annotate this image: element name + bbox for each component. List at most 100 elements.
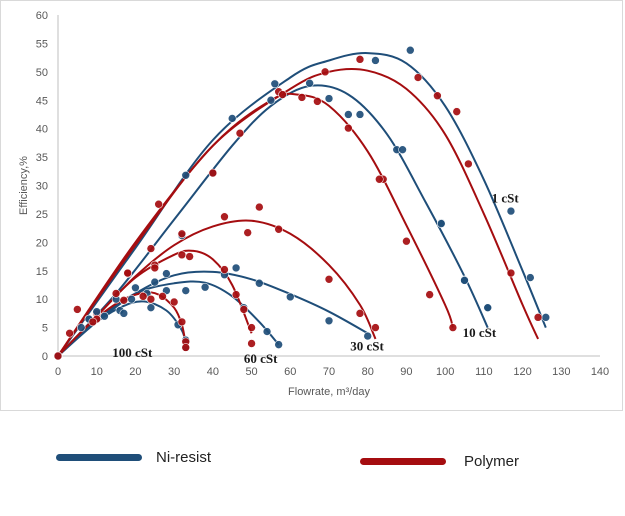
- data-point-polymer-30-cst: [220, 212, 229, 222]
- data-point-ni-resist-100-cst: [119, 309, 129, 318]
- data-point-polymer-100-cst: [119, 296, 129, 305]
- data-point-ni-resist-30-cst: [285, 292, 295, 302]
- x-tick-label: 40: [207, 366, 219, 378]
- data-point-polymer-10-cst: [402, 236, 411, 246]
- y-tick-label: 5: [42, 323, 48, 335]
- x-tick-label: 30: [168, 366, 180, 378]
- data-point-polymer-1-cst: [413, 73, 423, 82]
- data-point-polymer-10-cst: [448, 323, 458, 332]
- data-point-polymer-10-cst: [344, 123, 353, 133]
- data-point-polymer-1-cst: [355, 55, 365, 64]
- y-tick-label: 60: [36, 10, 48, 22]
- data-point-ni-resist-30-cst: [231, 263, 241, 273]
- data-point-polymer-30-cst: [255, 202, 264, 212]
- annotation-100-cst: 100 cSt: [112, 345, 153, 360]
- data-point-ni-resist-30-cst: [150, 277, 160, 287]
- data-point-polymer-60-cst: [231, 290, 241, 299]
- data-point-ni-resist-60-cst: [262, 327, 272, 336]
- data-point-polymer-100-cst: [88, 317, 98, 327]
- data-point-polymer-60-cst: [247, 339, 256, 348]
- data-point-ni-resist-1-cst: [506, 206, 516, 216]
- data-point-ni-resist-1-cst: [344, 110, 353, 119]
- y-tick-label: 25: [36, 209, 48, 221]
- data-point-ni-resist-10-cst: [131, 283, 140, 293]
- data-point-polymer-60-cst: [247, 323, 256, 332]
- y-tick-label: 40: [36, 124, 48, 136]
- data-point-polymer-30-cst: [371, 323, 380, 332]
- data-point-ni-resist-1-cst: [405, 45, 415, 55]
- data-point-polymer-10-cst: [146, 244, 156, 253]
- data-point-ni-resist-30-cst: [92, 307, 102, 316]
- annotation-30-cst: 30 cSt: [350, 338, 384, 353]
- y-tick-label: 10: [36, 294, 48, 306]
- data-point-polymer-100-cst: [53, 351, 63, 361]
- data-point-polymer-100-cst: [65, 328, 74, 338]
- data-point-polymer-30-cst: [324, 274, 334, 284]
- data-point-ni-resist-30-cst: [255, 278, 264, 288]
- data-point-polymer-1-cst: [154, 199, 163, 209]
- data-point-polymer-10-cst: [313, 97, 322, 106]
- legend-swatch-polymer: [360, 457, 446, 465]
- y-tick-label: 0: [42, 351, 48, 363]
- x-tick-label: 110: [475, 366, 493, 378]
- data-point-polymer-100-cst: [158, 292, 167, 301]
- data-point-polymer-10-cst: [375, 174, 384, 184]
- data-point-polymer-100-cst: [181, 343, 191, 352]
- data-point-ni-resist-1-cst: [270, 79, 280, 89]
- data-point-polymer-1-cst: [320, 67, 330, 77]
- data-point-polymer-60-cst: [220, 265, 229, 274]
- data-point-polymer-60-cst: [111, 289, 121, 298]
- data-point-polymer-100-cst: [169, 297, 179, 307]
- chart-area: [0, 0, 623, 411]
- data-point-polymer-10-cst: [235, 128, 245, 138]
- x-tick-label: 50: [245, 366, 257, 378]
- data-point-ni-resist-100-cst: [100, 311, 109, 321]
- data-point-polymer-10-cst: [297, 93, 307, 102]
- legend-label-ni-resist: Ni-resist: [156, 448, 211, 466]
- data-point-polymer-1-cst: [433, 91, 442, 101]
- data-point-ni-resist-30-cst: [363, 331, 373, 341]
- efficiency-chart: 0 5 10 15 20 25 30 35 40 45 50 55 60 0 10 20 30 40 50 60 70 8…: [18, 10, 609, 398]
- trend-curve-polymer-1-cst: [57, 68, 540, 357]
- data-point-ni-resist-1-cst: [526, 273, 535, 282]
- data-point-polymer-10-cst: [177, 229, 187, 239]
- data-point-polymer-30-cst: [274, 224, 283, 234]
- data-point-polymer-30-cst: [123, 268, 132, 278]
- data-point-ni-resist-10-cst: [355, 110, 365, 119]
- data-point-polymer-30-cst: [243, 228, 252, 237]
- x-tick-label: 140: [591, 366, 609, 378]
- y-tick-label: 45: [36, 95, 48, 107]
- y-tick-label: 15: [36, 266, 48, 278]
- x-tick-label: 20: [129, 366, 141, 378]
- x-tick-label: 70: [323, 366, 335, 378]
- data-point-polymer-1-cst: [506, 268, 516, 278]
- data-point-ni-resist-100-cst: [76, 323, 86, 332]
- x-axis-title: Flowrate, m³/day: [288, 386, 370, 398]
- x-tick-label: 90: [400, 366, 412, 378]
- data-point-ni-resist-30-cst: [162, 269, 171, 278]
- legend-item-polymer: Polymer: [360, 446, 519, 476]
- legend-label-polymer: Polymer: [464, 452, 520, 470]
- x-tick-label: 120: [513, 366, 531, 378]
- data-point-ni-resist-1-cst: [181, 170, 191, 180]
- y-tick-label: 55: [36, 38, 48, 50]
- data-point-polymer-60-cst: [239, 305, 249, 314]
- data-point-ni-resist-1-cst: [541, 313, 551, 322]
- legend-swatch-ni-resist: [56, 453, 142, 461]
- x-tick-label: 60: [284, 366, 296, 378]
- annotation-60-cst: 60 cSt: [244, 351, 278, 366]
- data-point-polymer-60-cst: [73, 305, 82, 314]
- data-point-polymer-60-cst: [177, 250, 187, 260]
- y-tick-label: 50: [36, 67, 48, 79]
- x-tick-label: 100: [436, 366, 454, 378]
- data-point-ni-resist-30-cst: [127, 294, 136, 304]
- data-point-ni-resist-10-cst: [324, 94, 334, 103]
- annotation-10-cst: 10 cSt: [463, 325, 497, 340]
- data-point-polymer-1-cst: [464, 159, 473, 169]
- data-point-polymer-30-cst: [355, 309, 365, 318]
- data-point-ni-resist-60-cst: [274, 340, 283, 349]
- data-point-polymer-100-cst: [138, 292, 148, 301]
- data-point-polymer-100-cst: [146, 294, 156, 304]
- x-tick-label: 0: [55, 366, 61, 378]
- data-point-ni-resist-10-cst: [436, 219, 446, 228]
